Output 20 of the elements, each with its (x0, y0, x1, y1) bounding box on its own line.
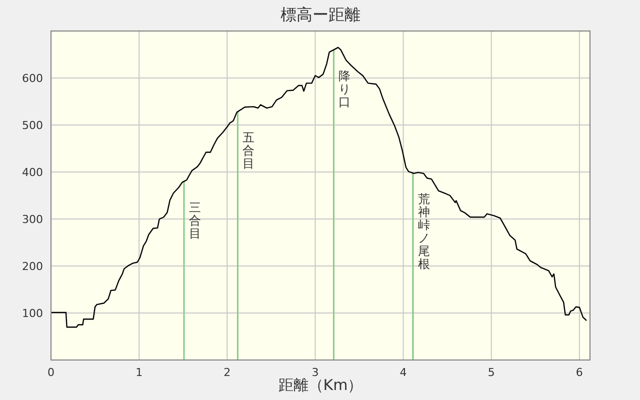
ref-line-label: 三合目 (188, 200, 201, 240)
y-tick-label: 500 (22, 119, 43, 132)
y-tick-label: 600 (22, 72, 43, 85)
x-tick-label: 3 (312, 366, 319, 379)
ref-line-label: 荒神峠ノ尾根 (418, 192, 430, 272)
x-tick-label: 0 (48, 366, 54, 379)
x-tick-label: 6 (576, 366, 583, 379)
ref-line-label: 降り口 (338, 68, 351, 109)
x-axis-title: 距離（Km） (278, 376, 363, 394)
x-tick-label: 2 (224, 366, 231, 379)
y-tick-label: 300 (22, 213, 43, 226)
y-tick-label: 200 (22, 260, 43, 273)
chart-title: 標高ー距離 (280, 5, 360, 24)
x-tick-label: 1 (136, 366, 143, 379)
line-series (50, 46, 588, 328)
x-tick-label: 5 (488, 366, 495, 379)
x-tick-label: 4 (400, 366, 407, 379)
y-tick-label: 100 (22, 307, 43, 320)
y-tick-label: 400 (22, 166, 43, 179)
ref-line-label: 五合目 (242, 130, 255, 171)
